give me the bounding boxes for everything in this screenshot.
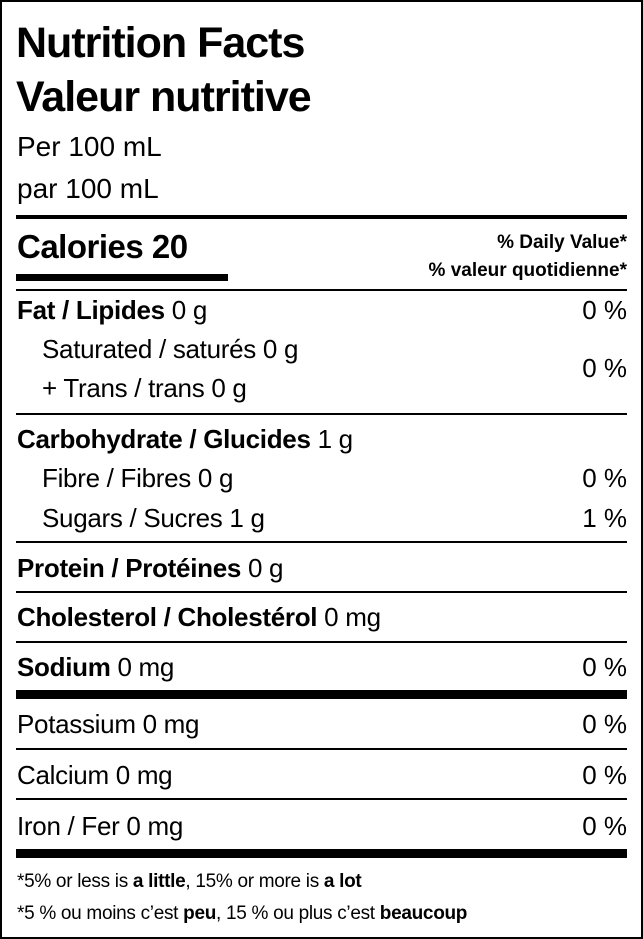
serving: par 100 mL — [17, 173, 159, 204]
daily-value: 0 % — [582, 760, 627, 790]
daily-value: 0 % — [582, 353, 627, 383]
amount: 0 g — [247, 553, 284, 583]
nutrient-name: Fat / Lipides — [17, 295, 165, 325]
rule — [16, 541, 627, 543]
amount: 1 g — [317, 424, 354, 454]
rule — [16, 215, 627, 219]
rule — [16, 289, 627, 291]
rule — [16, 591, 627, 593]
daily-value: 0 % — [582, 652, 627, 682]
rule — [16, 413, 627, 415]
nutrient: Iron / Fer 0 mg — [17, 811, 183, 841]
rule — [16, 641, 627, 643]
footnote-text: beaucoup — [379, 903, 468, 924]
nutrient: Carbohydrate / Glucides 1 g — [17, 426, 353, 452]
title: Valeur nutritive — [16, 73, 312, 121]
footnote: *5% or less is a little, 15% or more is … — [17, 871, 362, 892]
rule — [16, 748, 627, 750]
nutrient: Sodium 0 mg — [17, 654, 174, 680]
amount: 0 g — [171, 295, 208, 325]
daily-value-header: % valeur quotidienne* — [428, 260, 627, 281]
nutrient-name: Carbohydrate / Glucides — [17, 424, 311, 454]
daily-value: 0 % — [582, 463, 627, 493]
daily-value: 1 % — [582, 503, 627, 533]
nutrient-name: Cholesterol / Cholestérol — [17, 602, 318, 632]
daily-value: 0 % — [582, 811, 627, 841]
nutrient: + Trans / trans 0 g — [42, 373, 247, 403]
nutrient: Protein / Protéines 0 g — [17, 553, 284, 583]
nutrient: Potassium 0 mg — [17, 709, 200, 739]
footnote-text: a lot — [323, 871, 362, 892]
rule — [16, 274, 228, 281]
rule — [16, 849, 627, 858]
footnote-text: peu — [183, 903, 217, 924]
nutrient: Sugars / Sucres 1 g — [42, 503, 265, 533]
nutrient-name: Protein / Protéines — [17, 553, 242, 583]
amount: 0 mg — [324, 602, 381, 632]
daily-value-header: % Daily Value* — [497, 232, 627, 253]
rule — [16, 690, 627, 699]
daily-value: 0 % — [582, 709, 627, 739]
nutrient: Fat / Lipides 0 g — [17, 297, 207, 323]
calories: Calories 20 — [17, 228, 188, 265]
title: Nutrition Facts — [16, 19, 305, 67]
nutrient-name: Sodium — [17, 652, 111, 682]
daily-value: 0 % — [582, 295, 627, 325]
footnote-text: , 15 % ou plus c’est — [216, 903, 380, 924]
amount: 0 mg — [117, 652, 175, 682]
nutrient: Fibre / Fibres 0 g — [42, 463, 234, 493]
footnote-text: a little — [132, 871, 186, 892]
nutrient: Saturated / saturés 0 g — [42, 334, 299, 364]
serving: Per 100 mL — [17, 131, 162, 162]
nutrient: Cholesterol / Cholestérol 0 mg — [17, 604, 381, 630]
footnote-text: *5% or less is — [17, 871, 133, 892]
rule — [16, 798, 627, 800]
footnote-text: , 15% or more is — [185, 871, 324, 892]
footnote: *5 % ou moins c’est peu, 15 % ou plus c’… — [17, 904, 467, 923]
footnote-text: *5 % ou moins c’est — [17, 903, 184, 924]
nutrient: Calcium 0 mg — [17, 760, 173, 790]
